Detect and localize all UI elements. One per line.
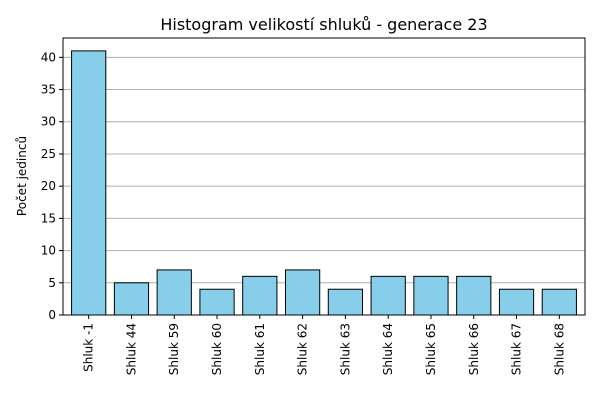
- y-tick-label: 40: [41, 50, 56, 64]
- x-tick-label: Shluk 44: [124, 323, 138, 375]
- bar: [541, 288, 577, 316]
- chart-title: Histogram velikostí shluků - generace 23: [160, 15, 487, 34]
- bar: [113, 282, 150, 316]
- bar: [327, 288, 364, 316]
- bar: [156, 269, 192, 316]
- y-tick-label: 30: [41, 115, 56, 129]
- x-tick-label: Shluk 60: [210, 323, 224, 375]
- grid-lines: [63, 56, 585, 284]
- bar: [284, 269, 321, 316]
- bar: [370, 275, 406, 316]
- bar: [199, 288, 235, 316]
- bar: [498, 288, 535, 316]
- y-tick-label: 0: [48, 308, 56, 322]
- y-tick-label: 20: [41, 179, 56, 193]
- y-tick-label: 35: [41, 83, 56, 97]
- y-tick-label: 25: [41, 147, 56, 161]
- bars: [71, 50, 577, 316]
- x-tick-label: Shluk 62: [296, 323, 310, 375]
- bar: [413, 275, 449, 316]
- x-tick-label: Shluk 67: [510, 323, 524, 375]
- bar: [71, 50, 107, 316]
- y-axis-ticks: 0 5 10 15 20 25 30 35 40: [41, 50, 63, 322]
- bar: [456, 275, 492, 316]
- y-tick-label: 15: [41, 211, 56, 225]
- plot-frame: [62, 37, 586, 316]
- x-tick-label: Shluk 61: [253, 323, 267, 375]
- x-tick-label: Shluk -1: [82, 323, 96, 372]
- y-tick-label: 10: [41, 244, 56, 258]
- x-tick-label: Shluk 65: [424, 323, 438, 375]
- y-tick-label: 5: [48, 276, 56, 290]
- x-axis-ticks: Shluk -1 Shluk 44 Shluk 59 Shluk 60 Shluk 61…: [82, 315, 566, 375]
- x-tick-label: Shluk 68: [552, 323, 566, 375]
- x-tick-label: Shluk 64: [381, 323, 395, 375]
- y-axis-label: Počet jedinců: [15, 136, 29, 216]
- x-tick-label: Shluk 63: [338, 323, 352, 375]
- x-tick-label: Shluk 59: [167, 323, 181, 375]
- bar: [242, 275, 278, 316]
- x-tick-label: Shluk 66: [467, 323, 481, 375]
